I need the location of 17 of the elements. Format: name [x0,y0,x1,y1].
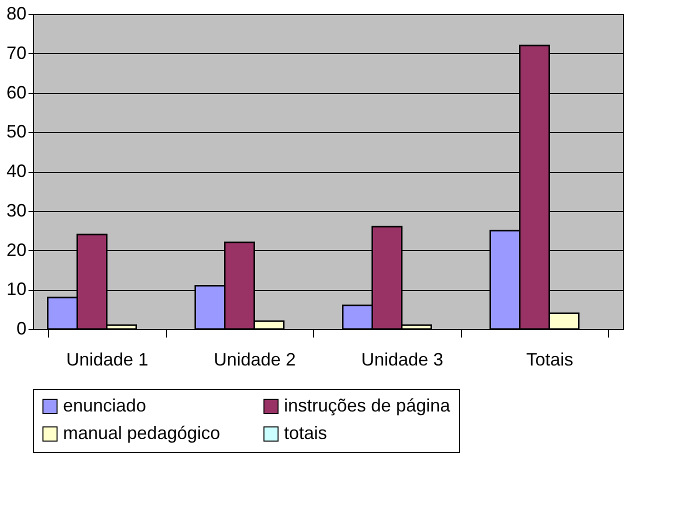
y-tick-label: 60 [6,82,26,102]
x-tick-label: Unidade 1 [66,350,148,370]
legend-label: enunciado [63,395,146,416]
legend-label: totais [284,423,328,443]
legend-label: instruções de página [284,395,452,416]
y-tick-label: 70 [6,42,26,63]
x-tick-label: Unidade 3 [361,350,444,370]
x-tick-label: Unidade 2 [214,350,296,370]
y-tick-label: 20 [6,240,26,260]
y-tick-label: 50 [6,122,26,142]
y-tick-label: 0 [16,318,26,338]
legend-label: manual pedagógico [63,423,220,443]
x-tick-label: Totais [526,350,574,370]
y-tick-label: 30 [6,200,26,220]
y-tick-label: 80 [6,4,26,24]
y-tick-label: 10 [6,279,26,300]
y-tick-label: 40 [6,161,26,181]
